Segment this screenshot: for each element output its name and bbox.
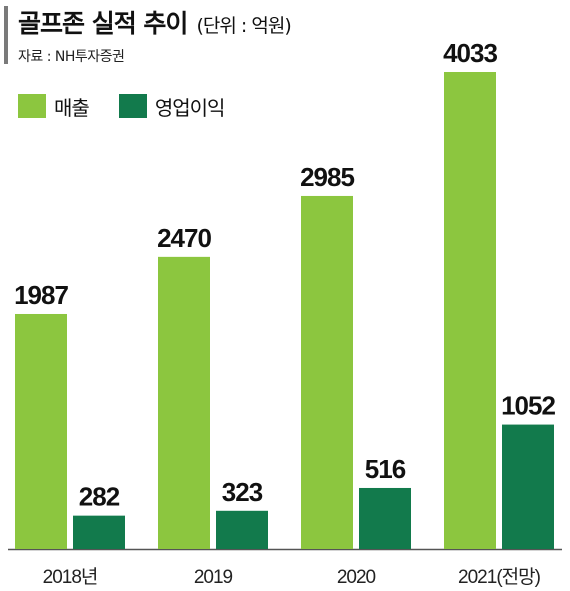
x-tick-label: 2020 bbox=[337, 567, 376, 588]
data-label-sales: 1987 bbox=[14, 280, 68, 310]
title-accent-bar bbox=[4, 6, 8, 64]
legend-label-sales: 매출 bbox=[54, 95, 90, 120]
x-tick-label: 2018년 bbox=[43, 566, 98, 588]
chart-source: 자료 : NH투자증권 bbox=[18, 49, 125, 65]
chart-legend: 매출 영업이익 bbox=[18, 92, 254, 120]
data-label-operating-profit: 516 bbox=[365, 454, 406, 484]
data-label-sales: 2985 bbox=[300, 162, 354, 192]
x-tick-label: 2021(전망) bbox=[458, 566, 541, 588]
chart-title-main: 골프존 실적 추이 bbox=[18, 9, 188, 38]
legend-swatch-operating-profit bbox=[118, 94, 147, 118]
data-label-sales: 2470 bbox=[157, 223, 211, 253]
data-label-operating-profit: 1052 bbox=[501, 391, 555, 421]
legend-label-operating-profit: 영업이익 bbox=[154, 95, 226, 120]
data-label-operating-profit: 282 bbox=[79, 482, 120, 512]
bar-operating-profit bbox=[359, 487, 411, 549]
legend-item-operating-profit: 영업이익 bbox=[118, 92, 226, 121]
chart-unit-label: (단위 : 억원) bbox=[196, 15, 292, 37]
bar-operating-profit bbox=[73, 515, 125, 549]
bar-sales bbox=[158, 256, 210, 549]
legend-swatch-sales bbox=[18, 94, 46, 118]
bar-operating-profit bbox=[502, 424, 554, 549]
x-tick-label: 2019 bbox=[194, 567, 233, 588]
bar-operating-profit bbox=[216, 510, 268, 549]
bar-sales bbox=[301, 195, 353, 549]
bar-sales bbox=[15, 313, 67, 549]
bar-sales bbox=[444, 72, 496, 549]
data-label-operating-profit: 323 bbox=[222, 477, 263, 507]
data-label-sales: 4033 bbox=[443, 38, 497, 68]
chart-title: 골프존 실적 추이 (단위 : 억원) bbox=[18, 4, 292, 40]
legend-item-sales: 매출 bbox=[18, 92, 90, 121]
